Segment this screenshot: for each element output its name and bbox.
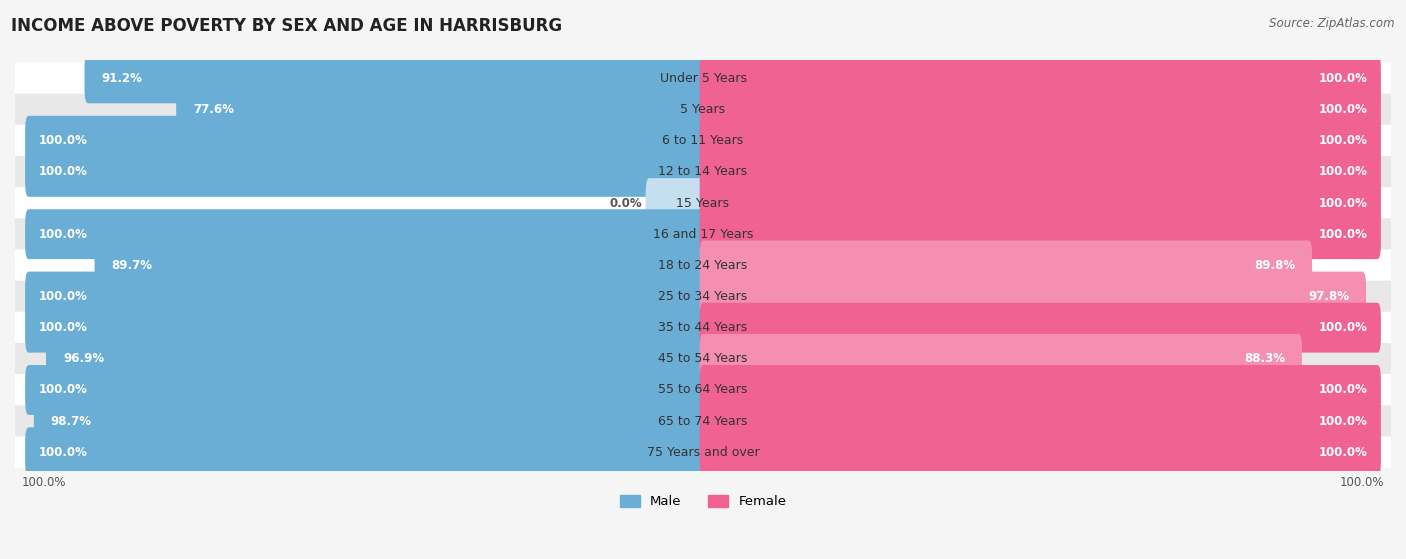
FancyBboxPatch shape [25, 272, 706, 321]
Text: 89.7%: 89.7% [111, 259, 152, 272]
FancyBboxPatch shape [15, 374, 1391, 406]
Text: 100.0%: 100.0% [1340, 476, 1385, 489]
FancyBboxPatch shape [700, 334, 1302, 384]
FancyBboxPatch shape [84, 54, 706, 103]
FancyBboxPatch shape [25, 365, 706, 415]
FancyBboxPatch shape [700, 178, 1381, 228]
FancyBboxPatch shape [15, 249, 1391, 281]
Text: 91.2%: 91.2% [101, 72, 142, 85]
Text: 100.0%: 100.0% [1319, 321, 1368, 334]
Text: 88.3%: 88.3% [1244, 352, 1285, 366]
Text: 6 to 11 Years: 6 to 11 Years [658, 134, 748, 147]
FancyBboxPatch shape [700, 428, 1381, 477]
FancyBboxPatch shape [46, 334, 706, 384]
FancyBboxPatch shape [15, 312, 1391, 344]
Text: 100.0%: 100.0% [38, 228, 87, 241]
Text: 77.6%: 77.6% [193, 103, 233, 116]
Text: 100.0%: 100.0% [38, 321, 87, 334]
Text: 100.0%: 100.0% [1319, 228, 1368, 241]
Text: INCOME ABOVE POVERTY BY SEX AND AGE IN HARRISBURG: INCOME ABOVE POVERTY BY SEX AND AGE IN H… [11, 17, 562, 35]
Text: 100.0%: 100.0% [21, 476, 66, 489]
Text: 100.0%: 100.0% [1319, 134, 1368, 147]
Text: 5 Years: 5 Years [676, 103, 730, 116]
Text: 35 to 44 Years: 35 to 44 Years [654, 321, 752, 334]
Text: 12 to 14 Years: 12 to 14 Years [654, 165, 752, 178]
FancyBboxPatch shape [94, 240, 706, 290]
Text: 100.0%: 100.0% [1319, 197, 1368, 210]
FancyBboxPatch shape [34, 396, 706, 446]
FancyBboxPatch shape [15, 187, 1391, 219]
Text: 100.0%: 100.0% [1319, 446, 1368, 459]
Legend: Male, Female: Male, Female [614, 490, 792, 514]
Text: Under 5 Years: Under 5 Years [655, 72, 751, 85]
FancyBboxPatch shape [25, 303, 706, 353]
Text: 65 to 74 Years: 65 to 74 Years [654, 415, 752, 428]
FancyBboxPatch shape [15, 437, 1391, 468]
FancyBboxPatch shape [700, 272, 1367, 321]
FancyBboxPatch shape [15, 219, 1391, 250]
Text: 100.0%: 100.0% [38, 383, 87, 396]
Text: Source: ZipAtlas.com: Source: ZipAtlas.com [1270, 17, 1395, 30]
FancyBboxPatch shape [15, 94, 1391, 125]
FancyBboxPatch shape [700, 84, 1381, 135]
FancyBboxPatch shape [700, 396, 1381, 446]
FancyBboxPatch shape [700, 365, 1381, 415]
FancyBboxPatch shape [25, 428, 706, 477]
Text: 100.0%: 100.0% [38, 165, 87, 178]
Text: 100.0%: 100.0% [1319, 415, 1368, 428]
Text: 45 to 54 Years: 45 to 54 Years [654, 352, 752, 366]
Text: 100.0%: 100.0% [1319, 165, 1368, 178]
Text: 100.0%: 100.0% [1319, 383, 1368, 396]
Text: 100.0%: 100.0% [38, 134, 87, 147]
Text: 75 Years and over: 75 Years and over [643, 446, 763, 459]
Text: 25 to 34 Years: 25 to 34 Years [654, 290, 752, 303]
FancyBboxPatch shape [15, 63, 1391, 94]
Text: 89.8%: 89.8% [1254, 259, 1295, 272]
Text: 0.0%: 0.0% [610, 197, 643, 210]
FancyBboxPatch shape [25, 209, 706, 259]
FancyBboxPatch shape [700, 209, 1381, 259]
FancyBboxPatch shape [15, 125, 1391, 157]
Text: 55 to 64 Years: 55 to 64 Years [654, 383, 752, 396]
FancyBboxPatch shape [700, 303, 1381, 353]
FancyBboxPatch shape [15, 156, 1391, 188]
Text: 100.0%: 100.0% [38, 446, 87, 459]
FancyBboxPatch shape [700, 147, 1381, 197]
FancyBboxPatch shape [25, 116, 706, 165]
FancyBboxPatch shape [700, 54, 1381, 103]
Text: 97.8%: 97.8% [1308, 290, 1350, 303]
Text: 98.7%: 98.7% [51, 415, 91, 428]
FancyBboxPatch shape [15, 405, 1391, 437]
Text: 15 Years: 15 Years [672, 197, 734, 210]
FancyBboxPatch shape [176, 84, 706, 135]
Text: 16 and 17 Years: 16 and 17 Years [648, 228, 758, 241]
FancyBboxPatch shape [25, 147, 706, 197]
FancyBboxPatch shape [700, 240, 1312, 290]
FancyBboxPatch shape [15, 343, 1391, 375]
FancyBboxPatch shape [645, 178, 706, 228]
Text: 100.0%: 100.0% [1319, 103, 1368, 116]
Text: 96.9%: 96.9% [63, 352, 104, 366]
FancyBboxPatch shape [15, 281, 1391, 312]
FancyBboxPatch shape [700, 116, 1381, 165]
Text: 18 to 24 Years: 18 to 24 Years [654, 259, 752, 272]
Text: 100.0%: 100.0% [1319, 72, 1368, 85]
Text: 100.0%: 100.0% [38, 290, 87, 303]
